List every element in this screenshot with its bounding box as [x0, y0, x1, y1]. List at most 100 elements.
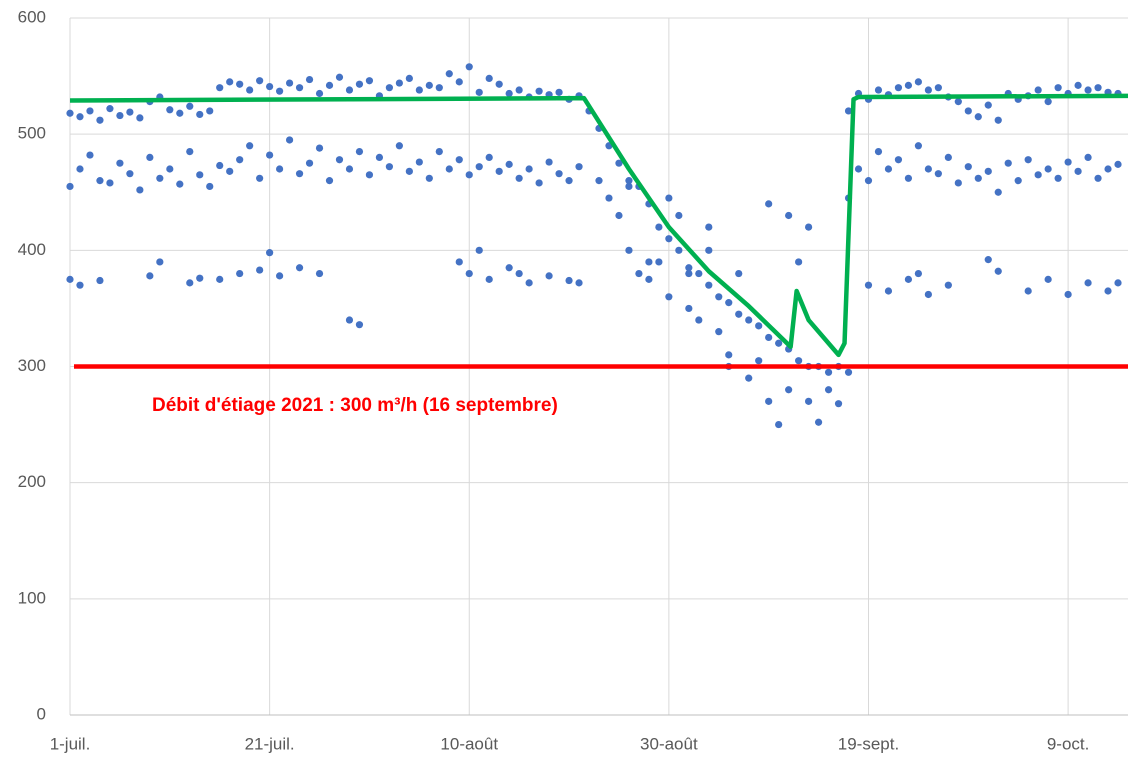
scatter-point [974, 174, 982, 182]
scatter-point [345, 165, 354, 173]
scatter-point [186, 147, 194, 156]
scatter-point [715, 328, 723, 336]
scatter-point [325, 177, 334, 185]
scatter-point [505, 89, 513, 98]
scatter-point [824, 386, 833, 394]
scatter-point [994, 267, 1002, 275]
scatter-point [914, 269, 922, 278]
scatter-point [1094, 174, 1102, 182]
scatter-point [735, 310, 743, 318]
scatter-point [345, 316, 354, 324]
scatter-point [66, 182, 74, 191]
scatter-point [146, 153, 154, 161]
scatter-point [146, 272, 154, 280]
scatter-point [176, 180, 184, 188]
scatter-point [226, 78, 234, 86]
scatter-point [285, 136, 294, 144]
scatter-point [266, 82, 274, 91]
scatter-point [1084, 86, 1092, 94]
scatter-point [116, 111, 124, 120]
scatter-point [994, 116, 1002, 124]
scatter-point [106, 105, 114, 113]
scatter-point [974, 113, 982, 121]
scatter-point [405, 167, 413, 175]
scatter-point [415, 158, 423, 166]
scatter-point [236, 80, 244, 88]
scatter-point [745, 316, 753, 324]
scatter-point [934, 170, 942, 178]
scatter-point [1104, 165, 1112, 173]
scatter-point [964, 163, 972, 171]
scatter-point [136, 186, 144, 194]
scatter-point [665, 194, 673, 202]
scatter-point [196, 171, 204, 179]
y-tick-label: 100 [18, 588, 46, 607]
scatter-point [984, 101, 992, 109]
x-tick-label: 1-juil. [50, 734, 91, 753]
trend-line [69, 93, 1129, 358]
scatter-point [465, 269, 473, 278]
scatter-point [505, 160, 513, 168]
scatter-point [305, 159, 314, 167]
scatter-point [335, 156, 344, 164]
scatter-point [874, 147, 883, 156]
scatter-point [625, 246, 633, 254]
scatter-point [216, 84, 224, 92]
scatter-point [216, 275, 224, 283]
scatter-point [944, 281, 952, 289]
scatter-point [365, 171, 374, 179]
scatter-point [435, 84, 443, 92]
scatter-point [984, 167, 992, 175]
scatter-point [475, 88, 483, 96]
scatter-point [795, 258, 803, 266]
scatter-point [315, 89, 324, 98]
scatter-point [515, 269, 523, 278]
scatter-point [465, 63, 473, 71]
scatter-point [844, 107, 853, 115]
scatter-point [1024, 156, 1032, 164]
scatter-point [495, 80, 503, 88]
scatter-point [954, 98, 962, 106]
scatter-point [805, 397, 813, 405]
x-tick-label: 10-août [440, 734, 498, 753]
scatter-point [555, 88, 563, 96]
scatter-point [295, 170, 304, 178]
scatter-point [246, 86, 254, 94]
scatter-point [325, 81, 334, 89]
scatter-point [635, 269, 643, 278]
scatter-point [735, 269, 743, 278]
scatter-point [266, 249, 274, 257]
scatter-point [864, 177, 873, 185]
scatter-point [984, 256, 992, 264]
scatter-point [535, 87, 543, 95]
scatter-point [884, 165, 893, 173]
scatter-point [285, 79, 294, 87]
scatter-point [944, 153, 952, 161]
scatter-point [126, 108, 134, 116]
grid: 0 100 200 300 400 500 600 1-juil. 21-juil. 10-aoû… [18, 7, 1128, 753]
scatter-point [266, 151, 274, 159]
scatter-point [615, 211, 623, 220]
overlay [69, 93, 1129, 369]
scatter-point [425, 174, 433, 182]
scatter-point [685, 269, 693, 278]
scatter-point [1044, 98, 1052, 106]
scatter-point [1074, 167, 1082, 175]
scatter-point [166, 106, 174, 114]
scatter-point [1024, 287, 1032, 295]
scatter-point [475, 163, 483, 171]
x-tick-label: 30-août [640, 734, 698, 753]
scatter-point [455, 156, 463, 164]
scatter-point [315, 269, 324, 278]
scatter-point [66, 275, 74, 283]
scatter-point [256, 266, 264, 274]
scatter-point [1054, 84, 1062, 92]
scatter-point [256, 174, 264, 182]
y-tick-label: 600 [18, 7, 46, 26]
scatter-point [904, 275, 913, 283]
scatter-point [395, 79, 403, 87]
scatter-point [455, 78, 463, 86]
annotation: Débit d'étiage 2021 : 300 m³/h (16 septe… [152, 395, 558, 416]
scatter-point [934, 84, 942, 92]
scatter-point [385, 163, 393, 171]
